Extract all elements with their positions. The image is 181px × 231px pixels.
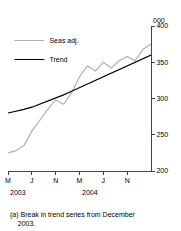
svg-text:000: 000 [153,17,165,24]
svg-text:300: 300 [156,95,168,102]
svg-text:400: 400 [156,22,168,29]
svg-text:J: J [102,177,106,184]
svg-text:N: N [125,177,130,184]
svg-text:250: 250 [156,131,168,138]
svg-text:2003: 2003 [10,189,26,196]
svg-text:350: 350 [156,59,168,66]
svg-text:Trend: Trend [49,56,67,63]
svg-text:J: J [30,177,34,184]
svg-text:Seas adj.: Seas adj. [49,37,78,45]
svg-text:2004: 2004 [82,189,98,196]
svg-text:200: 200 [156,167,168,174]
svg-text:M: M [5,177,11,184]
svg-text:M: M [77,177,83,184]
svg-text:N: N [53,177,58,184]
svg-text:(a) Break in trend series from: (a) Break in trend series from December … [10,211,136,227]
